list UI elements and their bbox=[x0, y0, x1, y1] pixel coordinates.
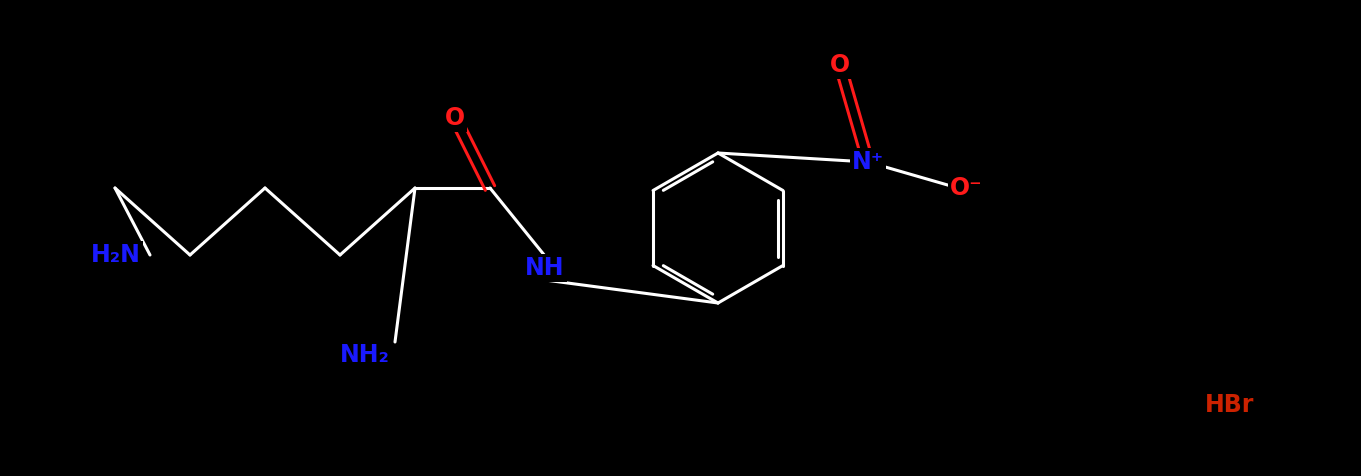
Text: O⁻: O⁻ bbox=[950, 176, 983, 200]
Text: H₂N: H₂N bbox=[91, 243, 142, 267]
Text: O: O bbox=[445, 106, 465, 130]
Text: HBr: HBr bbox=[1206, 393, 1255, 417]
Text: O: O bbox=[830, 53, 851, 77]
Text: NH₂: NH₂ bbox=[340, 343, 391, 367]
Text: NH: NH bbox=[525, 256, 565, 280]
Text: N⁺: N⁺ bbox=[852, 150, 885, 174]
